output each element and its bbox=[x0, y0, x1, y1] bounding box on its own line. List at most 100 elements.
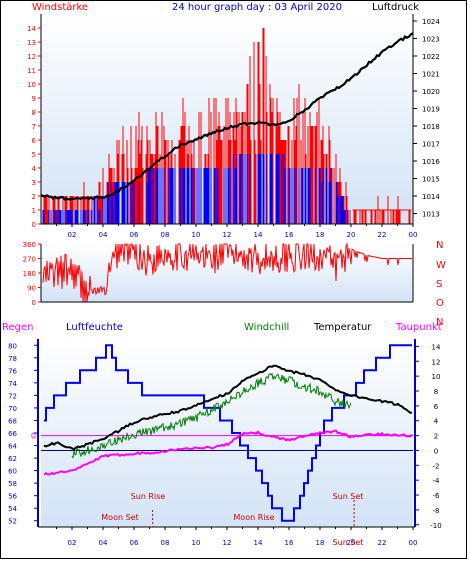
x-tick-label: 06 bbox=[130, 231, 139, 239]
temperature-tick-label: -8 bbox=[433, 507, 440, 515]
x-tick-label: 14 bbox=[254, 539, 263, 547]
windchill-series-line bbox=[71, 372, 352, 459]
x-tick-label: 12 bbox=[223, 539, 232, 547]
wind-tick-label: 6 bbox=[32, 137, 37, 145]
x-tick-label: 22 bbox=[378, 539, 387, 547]
annotation-sun-rise: Sun Rise bbox=[131, 492, 166, 501]
temperature-tick-label: 8 bbox=[434, 388, 438, 396]
pressure-tick-label: 1024 bbox=[422, 18, 440, 26]
wind-tick-label: 10 bbox=[27, 81, 36, 89]
rain-tick-label: 0 bbox=[31, 432, 36, 441]
x-tick-label: 22 bbox=[378, 231, 387, 239]
pressure-tick-label: 1016 bbox=[422, 158, 440, 166]
humidity-tick-label: 78 bbox=[8, 355, 17, 363]
direction-tick-label: 180 bbox=[23, 270, 36, 278]
x-tick-label: 12 bbox=[223, 231, 232, 239]
x-tick-label: 02 bbox=[68, 539, 77, 547]
x-tick-label: 20 bbox=[347, 539, 356, 547]
direction-tick-label: 0 bbox=[32, 299, 36, 307]
wind-tick-label: 3 bbox=[32, 179, 36, 187]
humidity-tick-label: 80 bbox=[8, 342, 17, 350]
wind-tick-label: 14 bbox=[27, 25, 36, 33]
wind-tick-label: 1 bbox=[32, 207, 36, 215]
x-tick-label: 16 bbox=[285, 539, 294, 547]
compass-label: N bbox=[436, 317, 443, 328]
pressure-tick-label: 1021 bbox=[422, 71, 440, 79]
wind-tick-label: 13 bbox=[27, 39, 36, 47]
temperature-tick-label: 10 bbox=[432, 373, 441, 381]
temperature-tick-label: -6 bbox=[433, 492, 441, 500]
direction-tick-label: 360 bbox=[23, 241, 36, 249]
pressure-tick-label: 1023 bbox=[422, 36, 440, 44]
humidity-tick-label: 70 bbox=[8, 405, 17, 413]
x-tick-label: 08 bbox=[161, 231, 170, 239]
wind-tick-label: 7 bbox=[32, 123, 36, 131]
wind-tick-label: 2 bbox=[32, 193, 36, 201]
compass-label: O bbox=[436, 298, 444, 309]
wind-panel-background bbox=[41, 14, 413, 224]
pressure-tick-label: 1013 bbox=[422, 211, 440, 219]
x-tick-label: 04 bbox=[99, 539, 108, 547]
x-tick-label: 04 bbox=[99, 231, 108, 239]
humidity-tick-label: 52 bbox=[8, 518, 17, 526]
direction-tick-label: 90 bbox=[27, 285, 36, 293]
humidity-tick-label: 58 bbox=[8, 480, 17, 488]
direction-tick-label: 270 bbox=[23, 256, 36, 264]
wind-tick-label: 5 bbox=[32, 151, 36, 159]
pressure-axis-title: Luftdruck bbox=[372, 2, 419, 13]
temperature-tick-label: 2 bbox=[434, 433, 438, 441]
x-tick-label: 18 bbox=[316, 539, 325, 547]
x-tick-label: 08 bbox=[161, 539, 170, 547]
annotation-sun-set: Sun Set bbox=[333, 492, 364, 501]
humidity-tick-label: 54 bbox=[8, 505, 17, 513]
x-tick-label: 00 bbox=[409, 539, 418, 547]
temperature-tick-label: 4 bbox=[434, 418, 439, 426]
pressure-tick-label: 1015 bbox=[422, 176, 440, 184]
x-tick-label: 14 bbox=[254, 231, 263, 239]
x-tick-label: 16 bbox=[285, 231, 294, 239]
compass-label: S bbox=[436, 279, 442, 290]
wind-tick-label: 4 bbox=[32, 165, 37, 173]
pressure-tick-label: 1019 bbox=[422, 106, 440, 114]
pressure-series-line bbox=[40, 32, 414, 201]
pressure-tick-label: 1022 bbox=[422, 53, 440, 61]
direction-panel-background bbox=[41, 244, 413, 302]
wind-tick-label: 11 bbox=[27, 67, 36, 75]
temperature-series-line bbox=[43, 364, 413, 451]
wind-axis-title: Windstärke bbox=[32, 2, 88, 13]
x-tick-label: 20 bbox=[347, 231, 356, 239]
humidity-tick-label: 68 bbox=[8, 417, 17, 425]
legend-taupunkt: Taupunkt bbox=[395, 322, 442, 333]
humidity-tick-label: 62 bbox=[8, 455, 17, 463]
x-tick-label: 10 bbox=[192, 231, 201, 239]
wind-direction-line bbox=[42, 242, 412, 303]
compass-label: N bbox=[436, 240, 443, 251]
wind-tick-label: 0 bbox=[32, 221, 36, 229]
pressure-tick-label: 1018 bbox=[422, 123, 440, 131]
humidity-tick-label: 66 bbox=[8, 430, 17, 438]
wind-tick-label: 8 bbox=[32, 109, 36, 117]
dewpoint-series-line bbox=[43, 429, 413, 476]
legend-regen: Regen bbox=[2, 322, 34, 333]
humidity-tick-label: 76 bbox=[8, 367, 17, 375]
legend-luftfeuchte: Luftfeuchte bbox=[66, 322, 123, 333]
temperature-tick-label: -10 bbox=[430, 522, 441, 530]
temperature-tick-label: 0 bbox=[434, 447, 438, 455]
humidity-tick-label: 60 bbox=[8, 468, 17, 476]
temperature-tick-label: 14 bbox=[432, 343, 441, 351]
annotation-moon-rise: Moon Rise bbox=[233, 513, 274, 522]
temperature-tick-label: 12 bbox=[432, 358, 441, 366]
compass-label: W bbox=[436, 260, 446, 271]
x-tick-label: 06 bbox=[130, 539, 139, 547]
wind-tick-label: 9 bbox=[32, 95, 36, 103]
pressure-tick-label: 1017 bbox=[422, 141, 440, 149]
temperature-panel-background bbox=[41, 339, 413, 527]
legend-temperatur: Temperatur bbox=[313, 322, 372, 333]
x-tick-label: 02 bbox=[68, 231, 77, 239]
temperature-tick-label: 6 bbox=[434, 403, 439, 411]
humidity-tick-label: 56 bbox=[8, 493, 17, 501]
chart-title: 24 hour graph day : 03 April 2020 bbox=[172, 2, 342, 13]
pressure-tick-label: 1020 bbox=[422, 88, 440, 96]
